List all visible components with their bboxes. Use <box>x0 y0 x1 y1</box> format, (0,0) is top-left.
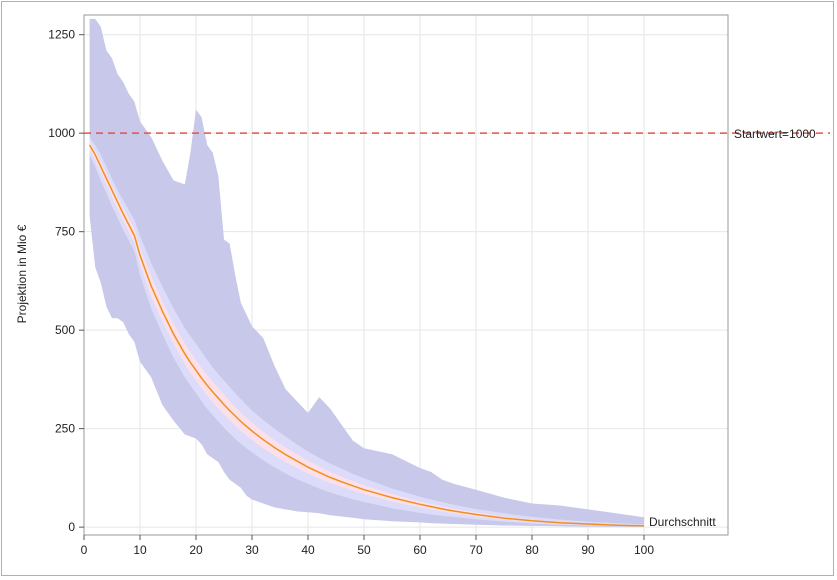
y-axis-title: Projektion in Mio € <box>15 224 29 323</box>
y-tick-labels: 0 250 500 750 1000 1250 <box>48 28 84 534</box>
band-p10-p90 <box>89 137 645 527</box>
bands <box>89 18 645 527</box>
y-tick-label-750: 750 <box>55 225 75 239</box>
y-tick-label-1000: 1000 <box>48 126 75 140</box>
band-min-max <box>89 18 645 527</box>
x-tick-label-100: 100 <box>634 543 654 557</box>
x-tick-label-50: 50 <box>357 543 371 557</box>
x-tick-label-30: 30 <box>245 543 259 557</box>
y-tick-label-500: 500 <box>55 323 75 337</box>
x-tick-label-40: 40 <box>301 543 315 557</box>
x-tick-label-80: 80 <box>525 543 539 557</box>
x-tick-label-70: 70 <box>469 543 483 557</box>
plot-border <box>83 14 729 536</box>
mean-series-line <box>88 144 645 527</box>
y-tick-label-0: 0 <box>68 520 75 534</box>
x-tick-label-0: 0 <box>81 543 88 557</box>
x-tick-label-10: 10 <box>133 543 147 557</box>
reference-line-label: Startwert=1000 <box>734 127 816 141</box>
x-tick-label-20: 20 <box>189 543 203 557</box>
x-tick-label-60: 60 <box>413 543 427 557</box>
x-tick-label-90: 90 <box>581 543 595 557</box>
y-tick-label-1250: 1250 <box>48 28 75 42</box>
series-lines <box>88 144 645 527</box>
mean-series-label: Durchschnitt <box>649 515 716 529</box>
plot-border-group <box>83 14 729 536</box>
x-tick-labels: 0 10 20 30 40 50 60 70 80 90 100 <box>81 535 654 557</box>
y-tick-label-250: 250 <box>55 422 75 436</box>
